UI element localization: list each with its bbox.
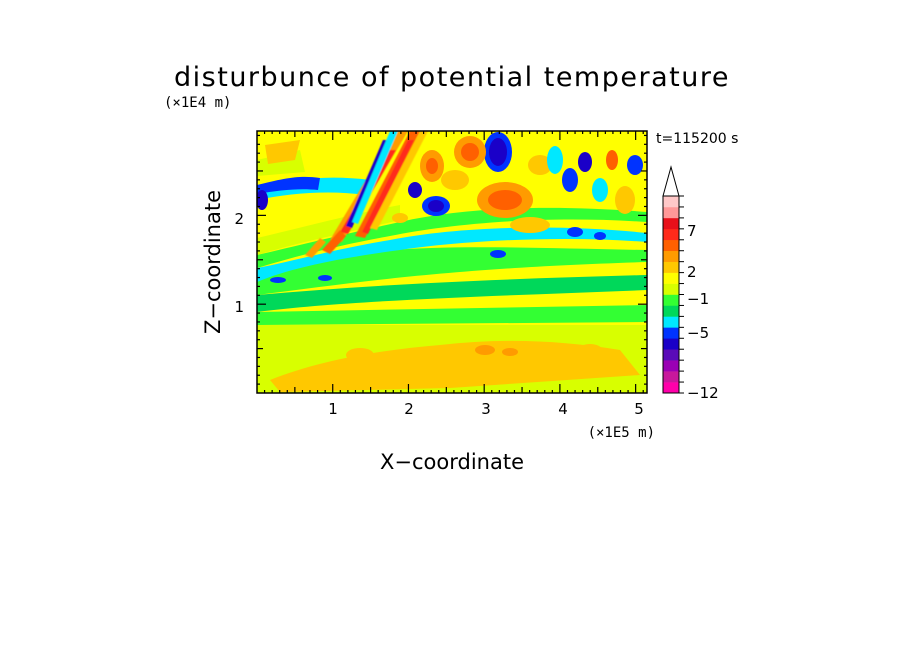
colorbar-swatch [663,217,679,230]
x-tick-label: 1 [328,400,338,418]
axis-ticks [257,131,647,393]
colorbar-swatch [663,272,679,284]
colorbar-swatch [663,371,679,383]
x-tick-label: 4 [558,400,568,418]
colorbar-swatch [663,327,679,339]
colorbar-swatch [663,382,679,394]
plot-frame [256,130,648,394]
colorbar-label: 7 [687,222,697,240]
colorbar-swatch [663,305,679,317]
y-tick-labels: 1 2 [234,210,244,316]
colorbar-swatch [663,206,679,219]
x-axis-label: X−coordinate [380,450,524,474]
colorbar-swatch [663,261,679,273]
x-tick-label: 3 [481,400,491,418]
colorbar-swatch [663,338,679,350]
colorbar-swatch [663,360,679,372]
x-tick-labels: 1 2 3 4 5 [328,400,644,418]
colorbar [662,165,684,394]
y-tick-label: 2 [234,210,244,228]
x-tick-label: 5 [634,400,644,418]
colorbar-tick-labels: −12 −5 −1 2 7 [687,222,719,402]
colorbar-swatch [663,349,679,361]
colorbar-label: −1 [687,290,709,308]
colorbar-swatch [663,228,679,241]
colorbar-swatch [663,196,679,208]
y-tick-label: 1 [234,298,244,316]
colorbar-extend-arrow [662,165,680,197]
x-unit-label: (×1E5 m) [588,425,655,441]
colorbar-label: 2 [687,263,697,281]
colorbar-swatch [663,294,679,306]
colorbar-swatch [663,250,679,262]
heatmap-field [257,131,647,393]
colorbar-label: −5 [687,324,709,342]
x-tick-label: 2 [404,400,414,418]
z-unit-label: (×1E4 m) [164,95,231,111]
colorbar-label: −12 [687,384,719,402]
time-label: t=115200 s [656,131,738,147]
colorbar-swatch [663,239,679,252]
colorbar-swatch [663,283,679,295]
colorbar-swatch [663,316,679,328]
y-axis-label: Z−coordinate [201,190,225,334]
chart-title: disturbunce of potential temperature [174,62,730,93]
